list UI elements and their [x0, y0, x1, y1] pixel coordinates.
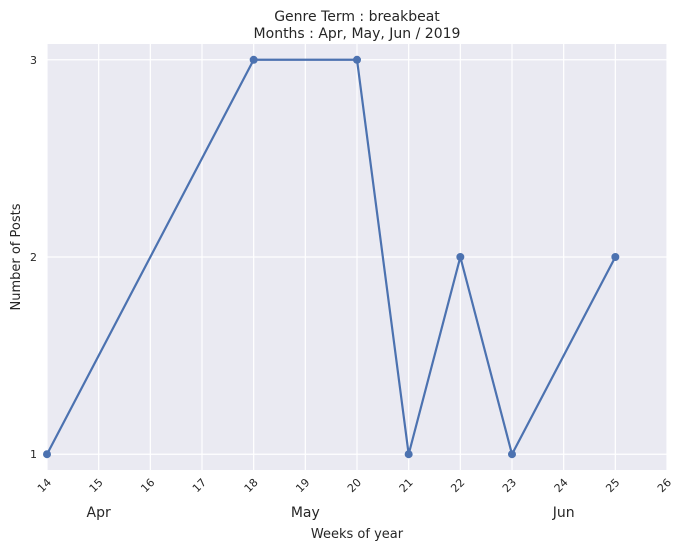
month-label: Jun — [552, 505, 575, 521]
y-axis-label: Number of Posts — [9, 203, 24, 310]
data-point — [404, 450, 413, 459]
chart-title: Genre Term : breakbeat — [274, 9, 440, 25]
data-point — [43, 450, 51, 459]
y-tick-label: 3 — [30, 54, 37, 67]
data-point — [508, 450, 516, 459]
y-tick-label: 1 — [30, 448, 37, 461]
data-point — [611, 253, 620, 261]
data-point — [249, 55, 258, 64]
data-point — [353, 55, 361, 64]
y-tick-labels: 1 2 3 — [30, 54, 37, 461]
month-label: May — [291, 505, 320, 521]
month-labels: Apr May Jun — [87, 505, 575, 521]
data-point — [456, 253, 465, 261]
x-axis-label: Weeks of year — [311, 527, 404, 542]
y-tick-label: 2 — [30, 251, 37, 264]
series-group — [43, 55, 620, 459]
month-label: Apr — [87, 505, 111, 521]
chart-subtitle: Months : Apr, May, Jun / 2019 — [254, 26, 461, 42]
